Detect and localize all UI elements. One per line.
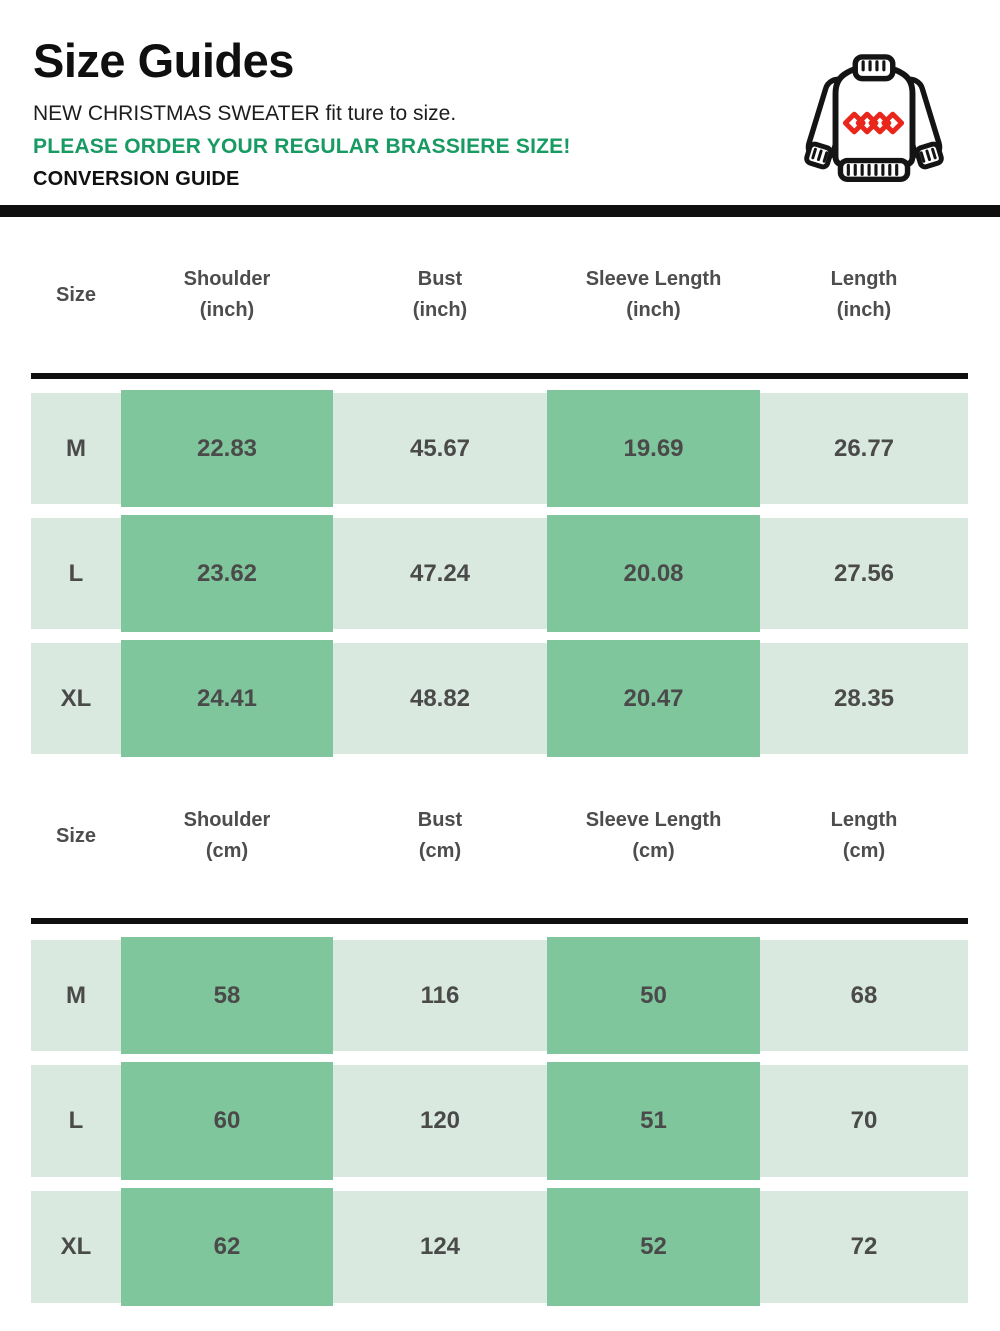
table-header-inch: Size Shoulder (inch) Bust (inch) Sleeve Le…	[31, 217, 968, 373]
size-cell: M	[31, 940, 121, 1051]
length-cell: 70	[760, 1065, 968, 1177]
fit-note: NEW CHRISTMAS SWEATER fit ture to size.	[33, 102, 457, 126]
page-title: Size Guides	[33, 34, 294, 87]
conversion-guide-label: CONVERSION GUIDE	[33, 168, 240, 191]
length-cell: 27.56	[760, 518, 968, 629]
header-rule	[31, 373, 968, 379]
table-row-m-cm: M 58 116 50 68	[31, 937, 968, 1054]
length-cell: 28.35	[760, 643, 968, 754]
sleeve-cell: 20.47	[547, 640, 760, 757]
bust-cell: 124	[333, 1191, 547, 1303]
col-header-sleeve-length: Sleeve Length (cm)	[585, 809, 722, 862]
bust-cell: 116	[333, 940, 547, 1051]
table-row-l-cm: L 60 120 51 70	[31, 1062, 968, 1180]
col-header-shoulder: Shoulder (inch)	[183, 268, 271, 321]
shoulder-cell: 24.41	[121, 640, 333, 757]
size-cell: M	[31, 393, 121, 504]
christmas-sweater-icon	[800, 52, 948, 200]
size-cell: L	[31, 518, 121, 629]
shoulder-cell: 22.83	[121, 390, 333, 507]
shoulder-cell: 62	[121, 1188, 333, 1306]
bust-cell: 45.67	[333, 393, 547, 504]
col-header-bust: Bust (inch)	[412, 268, 468, 321]
size-cell: XL	[31, 1191, 121, 1303]
sleeve-cell: 19.69	[547, 390, 760, 507]
sleeve-cell: 50	[547, 937, 760, 1054]
table-header-cm: Size Shoulder (cm) Bust (cm) Sleeve Length…	[31, 754, 968, 918]
col-header-shoulder: Shoulder (cm)	[183, 809, 271, 862]
sleeve-cell: 52	[547, 1188, 760, 1306]
col-header-length: Length (cm)	[830, 809, 898, 862]
col-header-bust: Bust (cm)	[417, 809, 463, 862]
bust-cell: 47.24	[333, 518, 547, 629]
shoulder-cell: 58	[121, 937, 333, 1054]
header: Size Guides NEW CHRISTMAS SWEATER fit tu…	[0, 0, 1000, 205]
table-row-m-inch: M 22.83 45.67 19.69 26.77	[31, 390, 968, 507]
col-header-length: Length (inch)	[830, 268, 898, 321]
table-row-l-inch: L 23.62 47.24 20.08 27.56	[31, 515, 968, 632]
top-divider	[0, 205, 1000, 217]
length-cell: 68	[760, 940, 968, 1051]
table-row-xl-inch: XL 24.41 48.82 20.47 28.35	[31, 640, 968, 757]
tables-area: Size Shoulder (inch) Bust (inch) Sleeve Le…	[0, 217, 1000, 1306]
shoulder-cell: 60	[121, 1062, 333, 1180]
size-cell: XL	[31, 643, 121, 754]
col-header-size: Size	[55, 824, 97, 847]
length-cell: 26.77	[760, 393, 968, 504]
size-table-cm: Size Shoulder (cm) Bust (cm) Sleeve Length…	[31, 754, 969, 1306]
bust-cell: 120	[333, 1065, 547, 1177]
header-rule	[31, 918, 968, 924]
col-header-size: Size	[55, 283, 97, 306]
order-notice: PLEASE ORDER YOUR REGULAR BRASSIERE SIZE…	[33, 135, 571, 159]
sleeve-cell: 20.08	[547, 515, 760, 632]
sleeve-cell: 51	[547, 1062, 760, 1180]
table-row-xl-cm: XL 62 124 52 72	[31, 1188, 968, 1306]
size-cell: L	[31, 1065, 121, 1177]
size-table-inch: Size Shoulder (inch) Bust (inch) Sleeve Le…	[31, 217, 969, 757]
col-header-sleeve-length: Sleeve Length (inch)	[585, 268, 722, 321]
bust-cell: 48.82	[333, 643, 547, 754]
shoulder-cell: 23.62	[121, 515, 333, 632]
length-cell: 72	[760, 1191, 968, 1303]
